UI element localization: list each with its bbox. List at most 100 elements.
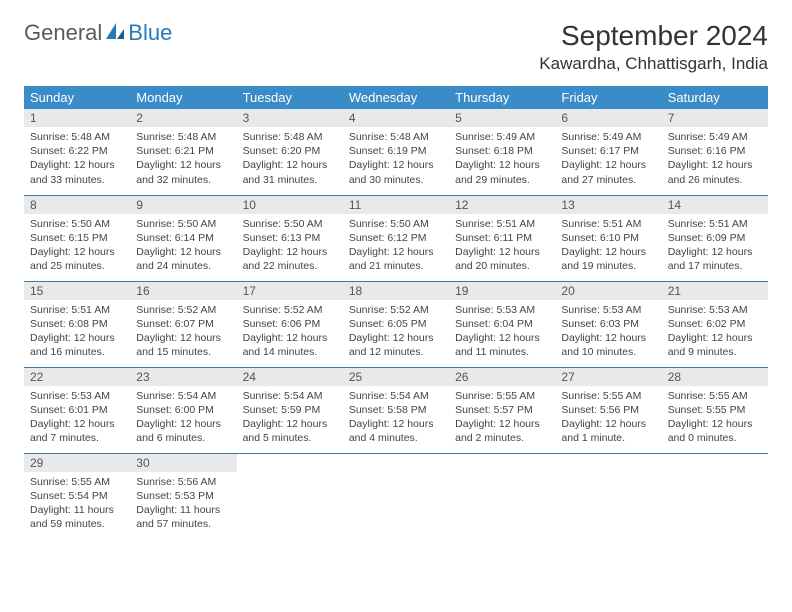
calendar-row: 1Sunrise: 5:48 AMSunset: 6:22 PMDaylight… <box>24 109 768 195</box>
calendar-cell: 13Sunrise: 5:51 AMSunset: 6:10 PMDayligh… <box>555 195 661 281</box>
sunset-line: Sunset: 6:03 PM <box>561 317 655 331</box>
sunset-line: Sunset: 5:54 PM <box>30 489 124 503</box>
sunrise-line: Sunrise: 5:53 AM <box>30 389 124 403</box>
daylight-line: Daylight: 12 hours and 4 minutes. <box>349 417 443 445</box>
sunrise-line: Sunrise: 5:52 AM <box>349 303 443 317</box>
calendar-cell: 18Sunrise: 5:52 AMSunset: 6:05 PMDayligh… <box>343 281 449 367</box>
day-number: 20 <box>555 282 661 300</box>
sunrise-line: Sunrise: 5:55 AM <box>668 389 762 403</box>
daylight-line: Daylight: 12 hours and 19 minutes. <box>561 245 655 273</box>
day-number: 13 <box>555 196 661 214</box>
sunrise-line: Sunrise: 5:48 AM <box>30 130 124 144</box>
day-content: Sunrise: 5:54 AMSunset: 5:59 PMDaylight:… <box>237 386 343 452</box>
daylight-line: Daylight: 12 hours and 21 minutes. <box>349 245 443 273</box>
calendar-cell: 16Sunrise: 5:52 AMSunset: 6:07 PMDayligh… <box>130 281 236 367</box>
sunset-line: Sunset: 5:53 PM <box>136 489 230 503</box>
calendar-table: Sunday Monday Tuesday Wednesday Thursday… <box>24 86 768 539</box>
day-number: 11 <box>343 196 449 214</box>
calendar-cell <box>662 453 768 539</box>
weekday-header: Sunday <box>24 86 130 109</box>
day-content: Sunrise: 5:55 AMSunset: 5:57 PMDaylight:… <box>449 386 555 452</box>
sunset-line: Sunset: 6:14 PM <box>136 231 230 245</box>
sunset-line: Sunset: 6:10 PM <box>561 231 655 245</box>
daylight-line: Daylight: 12 hours and 11 minutes. <box>455 331 549 359</box>
sunset-line: Sunset: 6:18 PM <box>455 144 549 158</box>
sunset-line: Sunset: 6:01 PM <box>30 403 124 417</box>
day-content: Sunrise: 5:49 AMSunset: 6:17 PMDaylight:… <box>555 127 661 193</box>
day-content: Sunrise: 5:54 AMSunset: 6:00 PMDaylight:… <box>130 386 236 452</box>
sunrise-line: Sunrise: 5:50 AM <box>30 217 124 231</box>
sail-icon <box>104 21 126 46</box>
day-content: Sunrise: 5:50 AMSunset: 6:13 PMDaylight:… <box>237 214 343 280</box>
day-number: 8 <box>24 196 130 214</box>
day-content: Sunrise: 5:55 AMSunset: 5:54 PMDaylight:… <box>24 472 130 538</box>
calendar-row: 29Sunrise: 5:55 AMSunset: 5:54 PMDayligh… <box>24 453 768 539</box>
calendar-cell: 9Sunrise: 5:50 AMSunset: 6:14 PMDaylight… <box>130 195 236 281</box>
day-number: 5 <box>449 109 555 127</box>
sunset-line: Sunset: 6:05 PM <box>349 317 443 331</box>
calendar-cell: 25Sunrise: 5:54 AMSunset: 5:58 PMDayligh… <box>343 367 449 453</box>
day-content: Sunrise: 5:49 AMSunset: 6:18 PMDaylight:… <box>449 127 555 193</box>
daylight-line: Daylight: 12 hours and 6 minutes. <box>136 417 230 445</box>
logo: General Blue <box>24 20 172 46</box>
day-content: Sunrise: 5:50 AMSunset: 6:14 PMDaylight:… <box>130 214 236 280</box>
day-content: Sunrise: 5:52 AMSunset: 6:06 PMDaylight:… <box>237 300 343 366</box>
daylight-line: Daylight: 11 hours and 57 minutes. <box>136 503 230 531</box>
daylight-line: Daylight: 12 hours and 31 minutes. <box>243 158 337 186</box>
sunset-line: Sunset: 6:08 PM <box>30 317 124 331</box>
weekday-header: Thursday <box>449 86 555 109</box>
day-content: Sunrise: 5:53 AMSunset: 6:03 PMDaylight:… <box>555 300 661 366</box>
day-number: 18 <box>343 282 449 300</box>
day-content: Sunrise: 5:48 AMSunset: 6:21 PMDaylight:… <box>130 127 236 193</box>
calendar-row: 22Sunrise: 5:53 AMSunset: 6:01 PMDayligh… <box>24 367 768 453</box>
daylight-line: Daylight: 12 hours and 29 minutes. <box>455 158 549 186</box>
calendar-cell: 30Sunrise: 5:56 AMSunset: 5:53 PMDayligh… <box>130 453 236 539</box>
sunset-line: Sunset: 6:16 PM <box>668 144 762 158</box>
day-content: Sunrise: 5:53 AMSunset: 6:02 PMDaylight:… <box>662 300 768 366</box>
day-number: 16 <box>130 282 236 300</box>
sunrise-line: Sunrise: 5:48 AM <box>243 130 337 144</box>
sunrise-line: Sunrise: 5:51 AM <box>455 217 549 231</box>
calendar-cell: 12Sunrise: 5:51 AMSunset: 6:11 PMDayligh… <box>449 195 555 281</box>
sunset-line: Sunset: 6:00 PM <box>136 403 230 417</box>
day-content: Sunrise: 5:55 AMSunset: 5:55 PMDaylight:… <box>662 386 768 452</box>
daylight-line: Daylight: 12 hours and 14 minutes. <box>243 331 337 359</box>
calendar-cell: 23Sunrise: 5:54 AMSunset: 6:00 PMDayligh… <box>130 367 236 453</box>
calendar-cell: 3Sunrise: 5:48 AMSunset: 6:20 PMDaylight… <box>237 109 343 195</box>
calendar-cell <box>237 453 343 539</box>
day-number: 25 <box>343 368 449 386</box>
calendar-cell: 26Sunrise: 5:55 AMSunset: 5:57 PMDayligh… <box>449 367 555 453</box>
calendar-cell: 14Sunrise: 5:51 AMSunset: 6:09 PMDayligh… <box>662 195 768 281</box>
sunrise-line: Sunrise: 5:52 AM <box>136 303 230 317</box>
day-number: 6 <box>555 109 661 127</box>
day-number: 19 <box>449 282 555 300</box>
sunrise-line: Sunrise: 5:51 AM <box>668 217 762 231</box>
daylight-line: Daylight: 12 hours and 24 minutes. <box>136 245 230 273</box>
day-content: Sunrise: 5:50 AMSunset: 6:15 PMDaylight:… <box>24 214 130 280</box>
day-content: Sunrise: 5:52 AMSunset: 6:05 PMDaylight:… <box>343 300 449 366</box>
sunset-line: Sunset: 5:56 PM <box>561 403 655 417</box>
sunrise-line: Sunrise: 5:55 AM <box>455 389 549 403</box>
sunset-line: Sunset: 6:02 PM <box>668 317 762 331</box>
day-number: 29 <box>24 454 130 472</box>
daylight-line: Daylight: 12 hours and 9 minutes. <box>668 331 762 359</box>
day-number: 26 <box>449 368 555 386</box>
calendar-cell: 11Sunrise: 5:50 AMSunset: 6:12 PMDayligh… <box>343 195 449 281</box>
sunrise-line: Sunrise: 5:55 AM <box>561 389 655 403</box>
sunrise-line: Sunrise: 5:53 AM <box>455 303 549 317</box>
sunrise-line: Sunrise: 5:48 AM <box>349 130 443 144</box>
day-content: Sunrise: 5:49 AMSunset: 6:16 PMDaylight:… <box>662 127 768 193</box>
day-number: 12 <box>449 196 555 214</box>
day-number: 17 <box>237 282 343 300</box>
daylight-line: Daylight: 12 hours and 32 minutes. <box>136 158 230 186</box>
sunset-line: Sunset: 6:09 PM <box>668 231 762 245</box>
sunrise-line: Sunrise: 5:54 AM <box>349 389 443 403</box>
sunrise-line: Sunrise: 5:50 AM <box>136 217 230 231</box>
day-number: 7 <box>662 109 768 127</box>
calendar-cell: 27Sunrise: 5:55 AMSunset: 5:56 PMDayligh… <box>555 367 661 453</box>
calendar-cell <box>343 453 449 539</box>
weekday-header-row: Sunday Monday Tuesday Wednesday Thursday… <box>24 86 768 109</box>
day-number: 28 <box>662 368 768 386</box>
calendar-cell <box>555 453 661 539</box>
day-number: 24 <box>237 368 343 386</box>
